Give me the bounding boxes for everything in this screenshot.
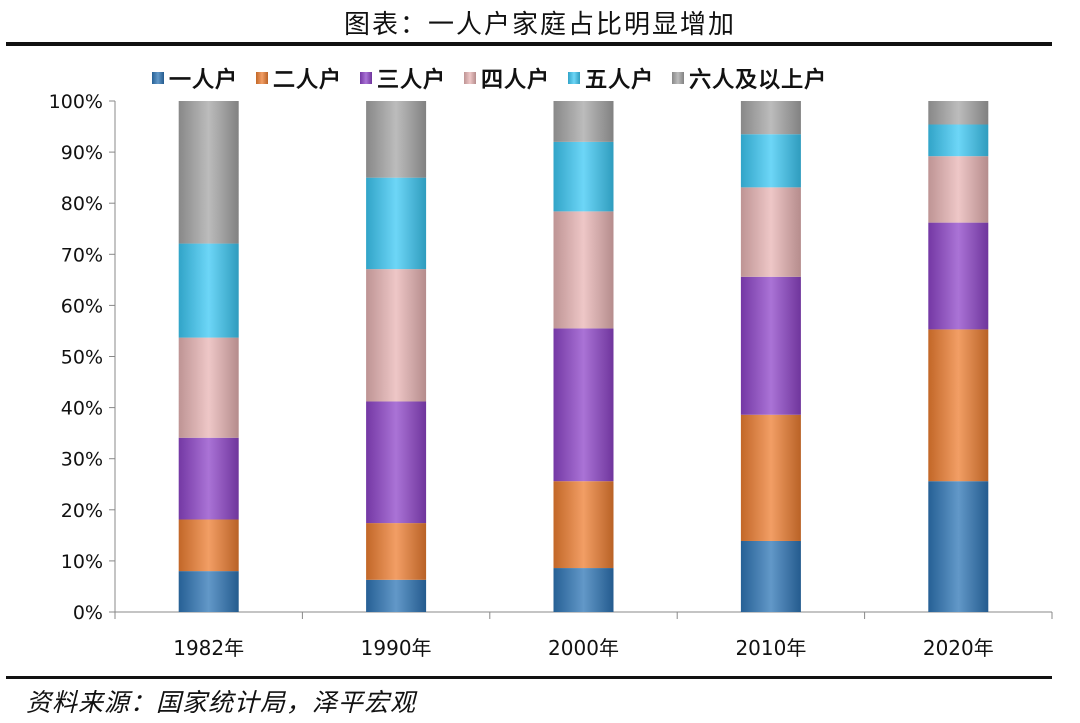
legend-swatch [256, 72, 269, 84]
legend-label: 三人户 [377, 68, 447, 93]
legend-item: 五人户 [568, 62, 654, 94]
y-tick-label: 10% [61, 551, 103, 573]
bar-segment [178, 437, 239, 520]
bar-segment [928, 101, 989, 125]
bar-segment [740, 540, 801, 612]
y-tick-label: 40% [61, 398, 103, 420]
x-tick-label: 2000年 [548, 636, 619, 660]
bar-segment [740, 276, 801, 415]
bar-segment [928, 329, 989, 482]
bar-segment [366, 269, 427, 402]
legend-swatch [672, 72, 685, 84]
bar-segment [740, 134, 801, 188]
chart-title: 图表：一人户家庭占比明显增加 [343, 10, 736, 40]
bar-segment [740, 101, 801, 135]
legend-item: 三人户 [360, 62, 446, 94]
legend-item: 六人及以上户 [672, 62, 827, 94]
x-tick-label: 1982年 [173, 636, 244, 660]
bar-segment [178, 337, 239, 438]
legend-swatch [464, 72, 477, 84]
y-tick-label: 0% [73, 602, 103, 624]
x-tick-label: 2020年 [923, 636, 994, 660]
bar-segment [178, 101, 239, 244]
x-tick-label: 2010年 [735, 636, 806, 660]
legend-label: 五人户 [585, 68, 655, 93]
bar-segment [553, 141, 614, 212]
bar-segment [553, 568, 614, 612]
legend-swatch [152, 72, 164, 84]
source-note: 资料来源：国家统计局，泽平宏观 [26, 688, 417, 717]
bar-segment [928, 156, 989, 223]
legend-item: 二人户 [256, 62, 342, 94]
bar-segment [928, 222, 989, 330]
legend-label: 二人户 [273, 68, 343, 93]
bar-segment [553, 481, 614, 569]
bar-segment [178, 571, 239, 612]
y-tick-label: 30% [61, 449, 103, 471]
bar-segment [928, 124, 989, 157]
x-tick-label: 1990年 [361, 636, 432, 660]
y-tick-label: 70% [61, 244, 103, 266]
legend-item: 四人户 [464, 62, 550, 94]
bottom-rule [6, 676, 1052, 679]
bar-segment [366, 177, 427, 270]
bar-segment [178, 243, 239, 338]
y-tick-label: 50% [61, 347, 103, 369]
legend-swatch [568, 72, 581, 84]
legend-label: 四人户 [481, 68, 551, 93]
bar-segment [928, 481, 989, 612]
bar-segment [740, 414, 801, 541]
bar-segment [366, 579, 427, 612]
y-tick-label: 80% [61, 193, 103, 215]
y-tick-label: 90% [61, 142, 103, 164]
legend-swatch [360, 72, 373, 84]
legend-label: 六人及以上户 [689, 68, 828, 93]
legend-item: 一人户 [152, 62, 238, 94]
bar-segment [366, 401, 427, 524]
legend-label: 一人户 [169, 68, 239, 93]
bar-segment [553, 211, 614, 329]
bar-segment [366, 101, 427, 178]
bar-segment [553, 101, 614, 142]
top-rule [6, 42, 1052, 46]
y-tick-label: 60% [61, 295, 103, 317]
legend: 一人户 二人户 三人户 四人户 五人户 六人及以上户 [152, 62, 845, 94]
bar-segment [366, 523, 427, 580]
y-tick-label: 100% [49, 91, 103, 113]
y-tick-label: 20% [61, 500, 103, 522]
bar-segment [178, 519, 239, 572]
bar-segment [553, 328, 614, 482]
bar-segment [740, 187, 801, 277]
